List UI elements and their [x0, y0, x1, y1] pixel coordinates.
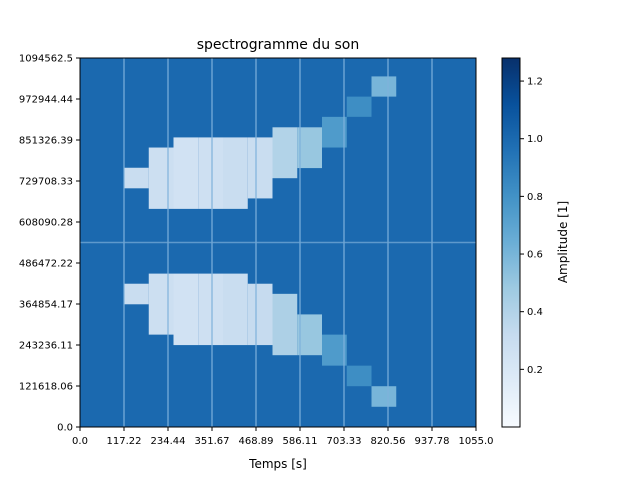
y-tick-label: 729708.33 — [19, 177, 73, 188]
y-tick-label: 0.0 — [57, 423, 73, 434]
x-tick-label: 1055.0 — [459, 436, 494, 447]
y-axis: 0.0 121618.06 243236.11 364854.17 486472.22 6… — [19, 54, 80, 434]
heatmap-cell — [297, 314, 322, 356]
colorbar-label: Amplitude [1] — [556, 201, 570, 283]
heatmap-cell — [247, 137, 273, 199]
x-tick-label: 937.78 — [415, 436, 450, 447]
heatmap-cell — [198, 137, 223, 209]
x-tick-label: 468.89 — [239, 436, 274, 447]
heatmap-cell — [321, 116, 347, 148]
y-tick-label: 486472.22 — [19, 259, 73, 270]
x-axis-label: Temps [s] — [248, 457, 307, 471]
heatmap-cell — [173, 137, 199, 209]
heatmap-cell — [123, 283, 149, 305]
x-tick-label: 703.33 — [327, 436, 362, 447]
heatmap-cell — [198, 273, 223, 346]
heatmap-cell — [173, 273, 199, 346]
plot-area — [80, 58, 476, 427]
colorbar-tick-label: 0.4 — [527, 307, 543, 318]
chart-title: spectrogramme du son — [197, 37, 360, 53]
heatmap-cell — [272, 293, 298, 356]
heatmap-cell — [272, 127, 298, 179]
heatmap-cell — [371, 76, 397, 97]
heatmap-cell — [148, 147, 174, 209]
heatmap-cell — [222, 137, 248, 209]
x-tick-label: 0.0 — [72, 436, 88, 447]
colorbar — [501, 57, 521, 428]
heatmap-cell — [297, 127, 322, 169]
x-tick-label: 351.67 — [195, 436, 230, 447]
x-tick-label: 586.11 — [283, 436, 318, 447]
colorbar-tick-label: 1.0 — [527, 134, 543, 145]
heatmap-cell — [148, 273, 174, 335]
heatmap-cell — [371, 386, 397, 407]
x-tick-label: 820.56 — [371, 436, 406, 447]
heatmap-cell — [123, 167, 149, 189]
colorbar-ticks: 0.2 0.4 0.6 0.8 1.0 1.2 — [520, 77, 543, 376]
heatmap-cell — [346, 365, 372, 387]
x-tick-label: 234.44 — [151, 436, 186, 447]
x-axis: 0.0 117.22 234.44 351.67 468.89 586.11 703.33 8… — [72, 427, 494, 447]
y-tick-label: 972944.44 — [19, 95, 73, 106]
colorbar-tick-label: 0.2 — [527, 365, 543, 376]
y-tick-label: 1094562.5 — [19, 54, 73, 65]
heatmap-cell — [247, 283, 273, 346]
x-tick-label: 117.22 — [107, 436, 142, 447]
y-tick-label: 851326.39 — [19, 136, 73, 147]
heatmap-cell — [222, 273, 248, 346]
colorbar-tick-label: 0.6 — [527, 250, 543, 261]
plot-frame — [79, 57, 477, 428]
y-tick-label: 364854.17 — [19, 300, 73, 311]
heatmap-cell — [346, 96, 372, 117]
colorbar-tick-label: 1.2 — [527, 77, 543, 88]
y-tick-label: 243236.11 — [19, 341, 73, 352]
y-tick-label: 121618.06 — [19, 382, 73, 393]
y-tick-label: 608090.28 — [19, 218, 73, 229]
colorbar-tick-label: 0.8 — [527, 192, 543, 203]
heatmap-cell — [321, 334, 347, 366]
